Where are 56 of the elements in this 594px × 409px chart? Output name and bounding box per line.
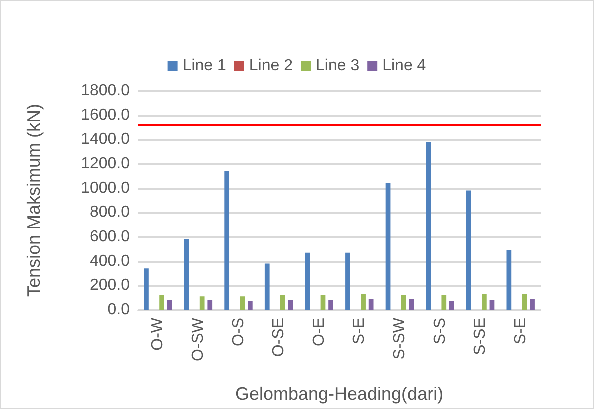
bar xyxy=(361,294,366,310)
x-axis-title: Gelombang-Heading(dari) xyxy=(235,384,444,404)
bar xyxy=(346,252,350,310)
bar xyxy=(530,299,535,310)
bar xyxy=(442,295,447,310)
y-tick-label: 1400.0 xyxy=(81,131,130,148)
bar xyxy=(490,300,495,310)
bar xyxy=(522,294,528,310)
bar xyxy=(208,300,213,310)
bar xyxy=(320,295,326,310)
bar xyxy=(184,239,190,310)
y-tick-label: 800.0 xyxy=(90,204,130,222)
bar xyxy=(305,252,310,310)
y-tick-label: 1200.0 xyxy=(81,156,130,172)
bar xyxy=(401,295,406,310)
bar xyxy=(409,299,414,310)
y-tick-label: 1000.0 xyxy=(81,180,130,197)
x-tick-label: O-S xyxy=(230,318,248,346)
bar xyxy=(288,300,294,310)
bar xyxy=(386,183,391,310)
bar xyxy=(482,294,487,310)
legend-label: Line 2 xyxy=(249,58,294,74)
y-tick-label: 400.0 xyxy=(90,252,130,270)
y-axis-title: Tension Maksimum (kN) xyxy=(24,104,44,298)
bar xyxy=(248,301,253,310)
x-tick-label: O-E xyxy=(310,318,328,346)
y-tick-label: 600.0 xyxy=(90,228,130,246)
y-tick-label: 1800.0 xyxy=(81,82,130,100)
bar xyxy=(144,268,149,310)
bar xyxy=(368,299,374,310)
legend-label: Line 1 xyxy=(182,58,227,74)
bar xyxy=(224,171,230,310)
x-tick-label: S-SE xyxy=(472,318,490,356)
x-tick-label: O-W xyxy=(150,317,167,351)
bar xyxy=(264,264,270,310)
x-tick-label: S-E xyxy=(351,318,368,345)
x-tick-label: S-S xyxy=(432,318,449,345)
bar xyxy=(167,300,172,310)
bar xyxy=(426,142,432,310)
x-tick-label: O-SE xyxy=(270,318,288,358)
y-tick-label: 0.0 xyxy=(108,302,130,318)
bar xyxy=(160,295,164,310)
legend-label: Line 4 xyxy=(382,58,426,74)
x-tick-label: S-E xyxy=(512,318,530,345)
bar xyxy=(506,250,512,310)
bar xyxy=(449,301,454,310)
legend-label: Line 3 xyxy=(316,58,360,74)
bar xyxy=(200,296,205,310)
y-tick-label: 200.0 xyxy=(90,277,130,294)
bar xyxy=(280,295,286,310)
bar xyxy=(466,190,472,310)
x-tick-label: O-SW xyxy=(190,317,207,362)
y-tick-label: 1600.0 xyxy=(81,106,130,124)
bar xyxy=(328,300,334,310)
bar xyxy=(240,296,246,310)
x-tick-label: S-SW xyxy=(391,317,408,360)
